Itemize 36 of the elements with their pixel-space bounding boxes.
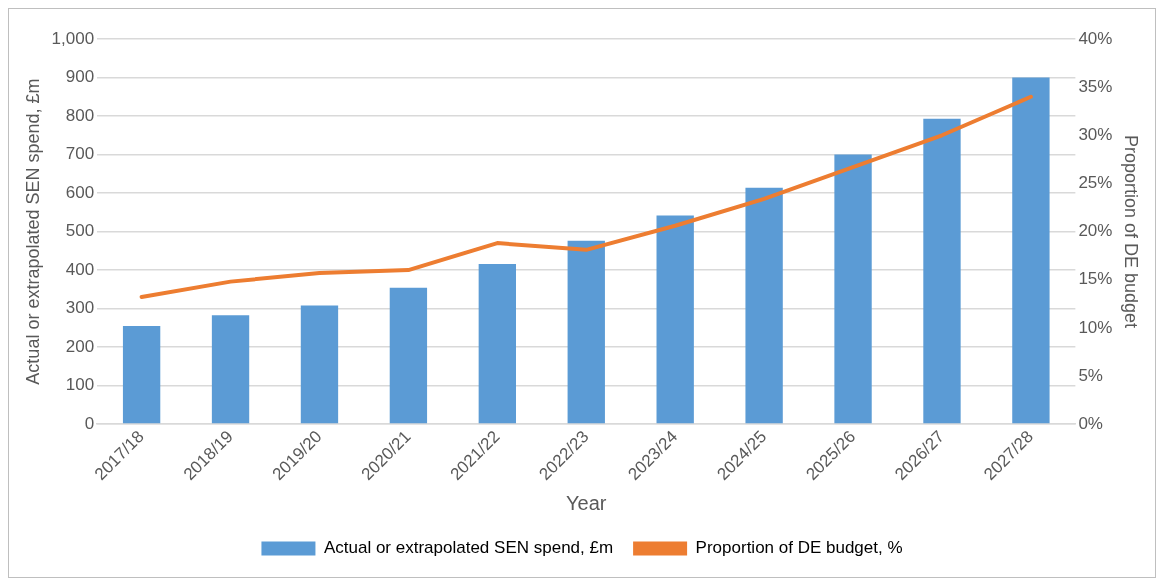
bar [656, 215, 694, 424]
bar [122, 325, 161, 424]
y-tick-label: 700 [65, 144, 95, 164]
bar [389, 287, 428, 424]
y-tick-label: 900 [65, 67, 95, 87]
y-axis-title: Actual or extrapolated SEN spend, £m [22, 78, 43, 385]
y-tick-label: 300 [65, 298, 95, 318]
y2-tick-label: 35% [1078, 76, 1113, 96]
x-axis-title: Year [566, 491, 607, 514]
y-tick-label: 200 [65, 336, 95, 356]
y2-axis-title: Proportion of DE budget [1121, 135, 1142, 329]
y2-tick-label: 30% [1078, 124, 1113, 144]
y-tick-label: 1,000 [51, 28, 95, 48]
bar [1012, 77, 1050, 424]
y-tick-label: 800 [65, 105, 95, 125]
bar [567, 240, 605, 424]
y2-tick-label: 5% [1078, 365, 1103, 385]
y-tick-label: 0 [84, 413, 95, 433]
y-tick-label: 100 [65, 375, 95, 395]
bar [834, 154, 872, 424]
y2-tick-label: 20% [1078, 221, 1113, 241]
bar [300, 305, 339, 424]
y2-tick-label: 40% [1078, 28, 1113, 48]
bar [745, 187, 783, 424]
y2-tick-label: 10% [1078, 317, 1113, 337]
bar [211, 315, 250, 424]
y2-tick-label: 25% [1078, 173, 1113, 193]
legend-label: Actual or extrapolated SEN spend, £m [323, 538, 614, 558]
y2-tick-label: 15% [1078, 269, 1113, 289]
legend-label: Proportion of DE budget, % [695, 538, 903, 558]
y-tick-label: 500 [65, 221, 95, 241]
y-tick-label: 600 [65, 182, 95, 202]
bar [478, 263, 516, 424]
bar [923, 118, 961, 424]
y-tick-label: 400 [65, 259, 95, 279]
y2-tick-label: 0% [1078, 413, 1103, 433]
